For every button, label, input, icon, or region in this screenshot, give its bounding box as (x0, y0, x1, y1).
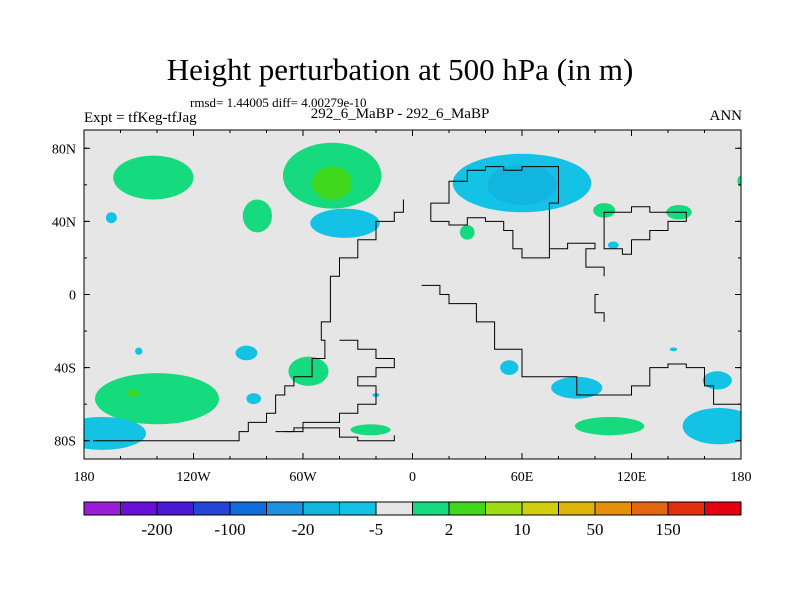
colorbar-swatch-14 (594, 501, 632, 516)
contour-region-0 (113, 155, 194, 200)
contour-region-9 (593, 203, 616, 218)
contour-region-2 (312, 166, 353, 200)
topography-line-6 (549, 242, 605, 277)
colorbar-label: 2 (445, 520, 454, 539)
contour-region-5 (242, 199, 272, 233)
colorbar-label: -5 (369, 520, 383, 539)
x-tick-label: 120W (176, 470, 211, 485)
colorbar-label: -100 (214, 520, 245, 539)
colorbar-swatch-17 (704, 501, 742, 516)
contour-region-18 (288, 356, 329, 386)
stats-label: rmsd= 1.44005 diff= 4.00279e-10 (190, 95, 367, 110)
contour-region-26 (702, 371, 732, 390)
colorbar-swatch-9 (412, 501, 450, 516)
colorbar-swatch-10 (448, 501, 486, 516)
topography-line-0 (93, 199, 404, 442)
topography-line-2 (275, 427, 395, 442)
contour-region-4 (487, 164, 557, 205)
colorbar-swatch-6 (302, 501, 340, 516)
colorbar-label: 50 (587, 520, 604, 539)
colorbar-swatch-8 (375, 501, 413, 516)
y-tick-label: 40S (54, 362, 76, 377)
y-tick-label: 80S (54, 435, 76, 450)
colorbar-swatch-0 (83, 501, 121, 516)
colorbar-swatch-12 (521, 501, 559, 516)
period-label: ANN (709, 108, 743, 124)
contour-region-10 (607, 241, 619, 249)
x-tick-label: 60E (511, 470, 534, 485)
colorbar-label: 150 (655, 520, 681, 539)
contour-region-8 (459, 225, 475, 240)
colorbar-swatch-1 (120, 501, 158, 516)
contour-region-12 (737, 175, 741, 187)
colorbar-swatch-11 (485, 501, 523, 516)
topography-line-7 (594, 294, 605, 322)
x-tick-label: 60W (289, 470, 317, 485)
colorbar-label: 10 (514, 520, 531, 539)
contour-region-21 (350, 424, 391, 436)
colorbar-label: -200 (141, 520, 172, 539)
contour-region-25 (682, 407, 741, 445)
colorbar-swatch-3 (193, 501, 231, 516)
contour-region-17 (235, 345, 258, 361)
contour-fills (84, 142, 741, 450)
contour-region-7 (105, 212, 117, 224)
colorbar-swatch-5 (266, 501, 304, 516)
topography-line-5 (603, 206, 687, 255)
colorbar-swatch-16 (667, 501, 705, 516)
topography-line-1 (284, 339, 395, 433)
colorbar-swatch-4 (229, 501, 267, 516)
contour-region-22 (500, 360, 519, 375)
contour-region-24 (574, 416, 645, 436)
x-tick-label: 0 (409, 470, 416, 485)
topography-line-4 (421, 284, 741, 405)
contour-region-15 (127, 389, 139, 397)
y-tick-label: 40N (52, 215, 76, 230)
expt-label: Expt = tfKeg-tfJag (84, 110, 197, 126)
y-tick-label: 80N (52, 142, 76, 157)
contour-region-19 (246, 393, 262, 405)
colorbar-swatch-13 (558, 501, 596, 516)
colorbar-swatch-2 (156, 501, 194, 516)
contour-region-16 (135, 347, 143, 355)
case-label: 292_6_MaBP - 292_6_MaBP (310, 106, 490, 122)
x-tick-label: 180 (74, 470, 95, 485)
contour-region-27 (669, 347, 678, 352)
page-title: Height perturbation at 500 hPa (in m) (166, 52, 634, 87)
colorbar-swatch-7 (339, 501, 377, 516)
x-tick-label: 120E (617, 470, 647, 485)
y-tick-label: 0 (69, 289, 76, 304)
contour-region-13 (94, 373, 220, 425)
topography-outlines (93, 166, 741, 442)
colorbar-label: -20 (292, 520, 315, 539)
colorbar-swatch-15 (631, 501, 669, 516)
topography-line-3 (430, 166, 559, 259)
contour-region-14 (84, 416, 147, 450)
contour-region-6 (310, 208, 380, 238)
x-tick-label: 180 (731, 470, 752, 485)
